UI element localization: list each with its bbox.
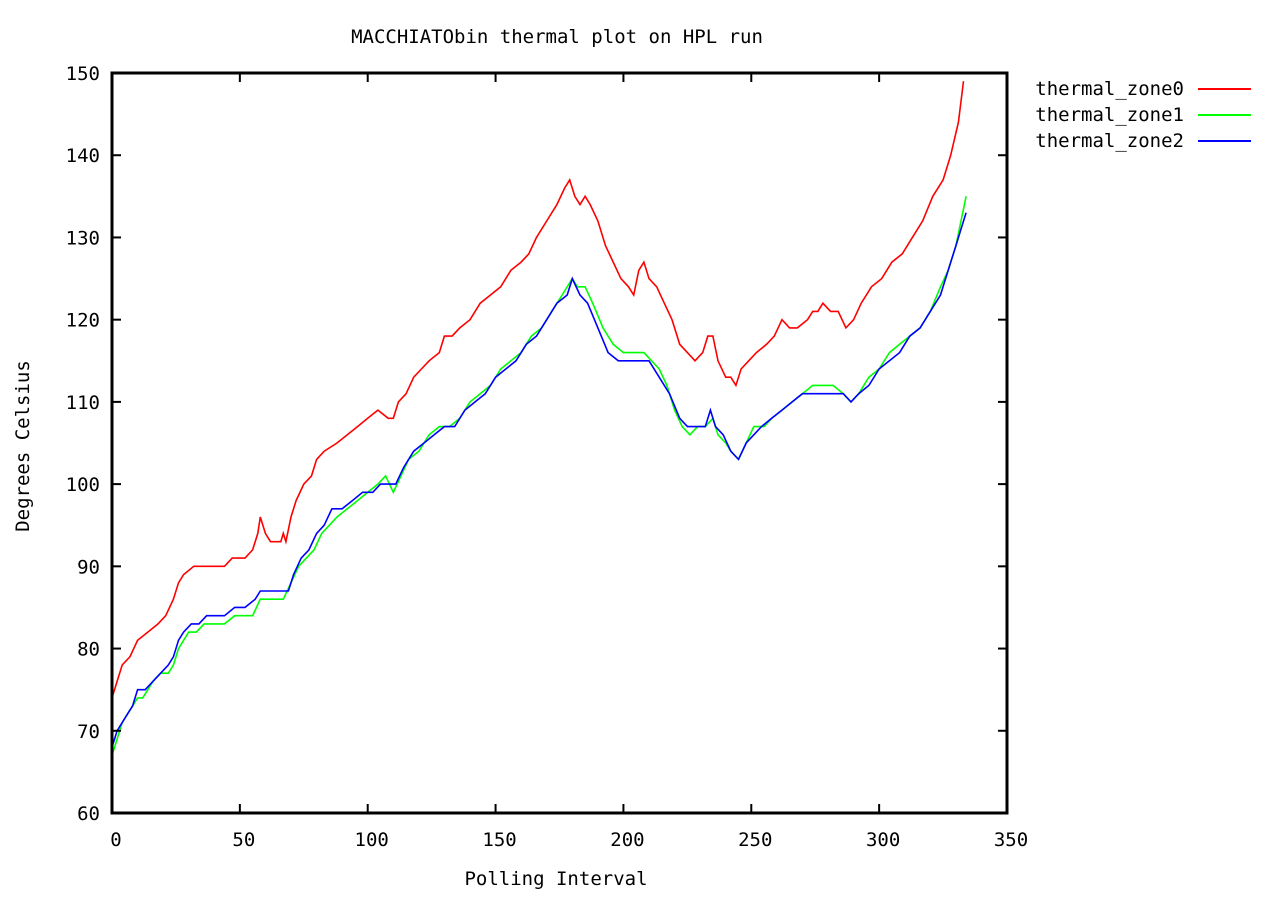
x-axis-label: Polling Interval — [464, 868, 647, 890]
ticks-group: 0 50 100 150 200 250 300 350 60 70 80 90 100 110 120 13… — [66, 63, 1028, 851]
series-line-thermal-zone0 — [111, 81, 965, 699]
chart-title: MACCHIATObin thermal plot on HPL run — [351, 26, 763, 48]
legend: thermal_zone0 thermal_zone1 thermal_zone2 — [1035, 78, 1251, 152]
y-tick-label: 130 — [66, 227, 100, 249]
y-tick-label: 120 — [66, 310, 100, 332]
y-axis-label: Degrees Celsius — [12, 360, 34, 532]
plot-frame — [110, 71, 1009, 815]
y-tick-label: 80 — [77, 639, 100, 661]
y-tick-label: 70 — [77, 721, 100, 743]
x-tick-label: 250 — [738, 829, 772, 851]
x-tick-label: 150 — [482, 829, 516, 851]
x-tick-label: 100 — [355, 829, 389, 851]
x-tick-label: 300 — [866, 829, 900, 851]
x-tick-label: 350 — [994, 829, 1028, 851]
y-tick-label: 60 — [77, 803, 100, 825]
y-tick-label: 90 — [77, 556, 100, 578]
legend-label-thermal-zone0: thermal_zone0 — [1035, 78, 1184, 100]
x-tick-label: 200 — [610, 829, 644, 851]
legend-label-thermal-zone1: thermal_zone1 — [1035, 104, 1184, 126]
legend-label-thermal-zone2: thermal_zone2 — [1035, 130, 1184, 152]
y-tick-label: 110 — [66, 392, 100, 414]
y-tick-label: 140 — [66, 145, 100, 167]
x-tick-label: 50 — [232, 829, 255, 851]
series-line-thermal-zone1 — [111, 196, 967, 756]
series-group — [111, 81, 967, 756]
y-tick-label: 150 — [66, 63, 100, 85]
x-tick-label: 0 — [110, 829, 121, 851]
y-tick-label: 100 — [66, 474, 100, 496]
series-line-thermal-zone2 — [111, 212, 967, 748]
